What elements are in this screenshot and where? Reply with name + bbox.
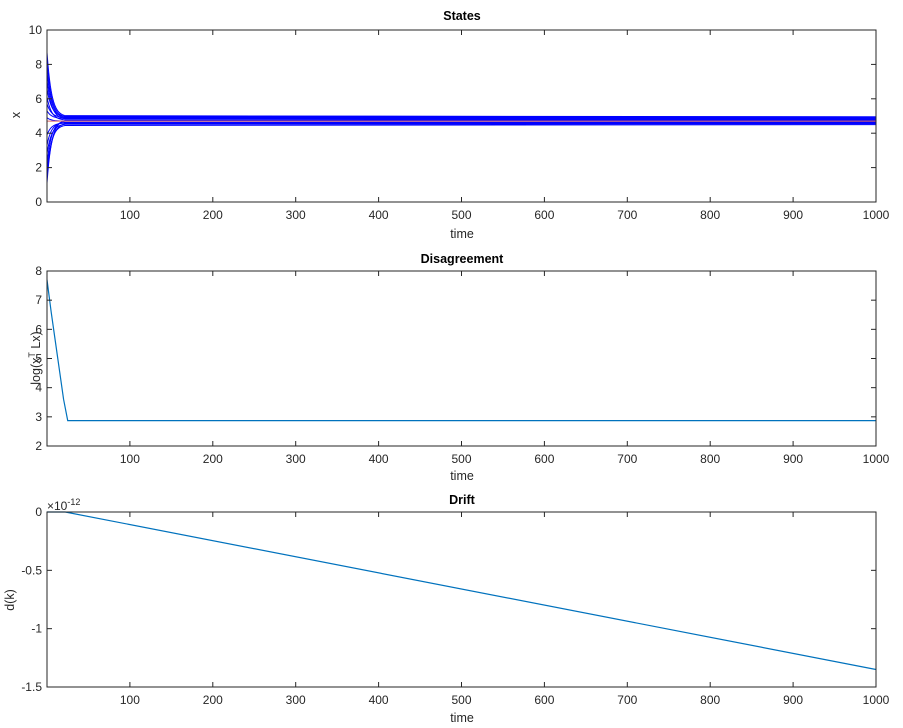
states-xtick-label: 300 bbox=[286, 208, 306, 222]
states-xtick-label: 800 bbox=[700, 208, 720, 222]
disagreement-xtick-label: 700 bbox=[617, 452, 637, 466]
states-line bbox=[46, 110, 877, 120]
drift-xtick-label: 1000 bbox=[863, 693, 890, 707]
disagreement-ytick-label: 2 bbox=[35, 439, 42, 453]
disagreement-ytick-label: 6 bbox=[35, 322, 42, 336]
drift-ytick-label: -1.5 bbox=[21, 680, 42, 694]
disagreement-frame bbox=[46, 270, 877, 447]
drift-xtick-label: 900 bbox=[783, 693, 803, 707]
states-series bbox=[46, 52, 877, 184]
drift-series bbox=[47, 511, 877, 671]
disagreement-ytick-label: 5 bbox=[35, 352, 42, 366]
disagreement-xtick-label: 300 bbox=[286, 452, 306, 466]
states-ytick-label: 2 bbox=[35, 161, 42, 175]
disagreement-line bbox=[46, 279, 876, 422]
states-xtick-label: 600 bbox=[534, 208, 554, 222]
states-line bbox=[46, 79, 877, 120]
drift-axes: Drift 100 200 300 400 500 600 700 800 900 1000 0 -… bbox=[3, 493, 890, 725]
disagreement-xtick-label: 400 bbox=[369, 452, 389, 466]
states-ytick-label: 10 bbox=[29, 23, 43, 37]
states-xtick-label: 500 bbox=[451, 208, 471, 222]
drift-frame bbox=[46, 511, 877, 688]
states-xlabel: time bbox=[450, 227, 474, 241]
disagreement-xtick-label: 600 bbox=[534, 452, 554, 466]
states-line bbox=[46, 123, 877, 154]
drift-ytick-label: -1 bbox=[31, 622, 42, 636]
states-ylabel: x bbox=[9, 111, 23, 118]
disagreement-ytick-label: 7 bbox=[35, 293, 42, 307]
disagreement-ytick-label: 4 bbox=[35, 381, 42, 395]
states-xtick-label: 100 bbox=[120, 208, 140, 222]
drift-xticks: 100 200 300 400 500 600 700 800 900 1000 bbox=[120, 512, 890, 707]
states-axes: States 100 200 300 400 500 600 700 800 900 1000 0… bbox=[9, 9, 890, 241]
states-ytick-label: 8 bbox=[35, 57, 42, 71]
disagreement-title: Disagreement bbox=[421, 252, 505, 266]
states-ytick-label: 6 bbox=[35, 92, 42, 106]
drift-xtick-label: 700 bbox=[617, 693, 637, 707]
drift-ytick-label: -0.5 bbox=[21, 563, 42, 577]
states-ytick-label: 0 bbox=[35, 195, 42, 209]
states-xticks: 100 200 300 400 500 600 700 800 900 1000 bbox=[120, 30, 890, 222]
disagreement-xtick-label: 900 bbox=[783, 452, 803, 466]
states-line bbox=[46, 88, 877, 118]
drift-xtick-label: 800 bbox=[700, 693, 720, 707]
drift-exponent-label: ×10-12 bbox=[47, 497, 80, 513]
drift-xtick-label: 500 bbox=[451, 693, 471, 707]
states-line bbox=[46, 124, 877, 172]
states-xtick-label: 400 bbox=[369, 208, 389, 222]
drift-xtick-label: 400 bbox=[369, 693, 389, 707]
disagreement-ytick-label: 3 bbox=[35, 410, 42, 424]
drift-line bbox=[47, 511, 877, 671]
states-title: States bbox=[443, 9, 481, 23]
drift-xlabel: time bbox=[450, 711, 474, 725]
states-yticks: 0 2 4 6 8 10 bbox=[29, 23, 876, 209]
states-xtick-label: 900 bbox=[783, 208, 803, 222]
drift-yticks: 0 -0.5 -1 -1.5 bbox=[21, 505, 876, 694]
disagreement-xlabel: time bbox=[450, 469, 474, 483]
states-xtick-label: 200 bbox=[203, 208, 223, 222]
drift-title: Drift bbox=[449, 493, 476, 507]
drift-xtick-label: 200 bbox=[203, 693, 223, 707]
disagreement-axes: Disagreement 100 200 300 400 500 600 700 800 900… bbox=[27, 252, 890, 483]
states-ytick-label: 4 bbox=[35, 126, 42, 140]
states-xtick-label: 700 bbox=[617, 208, 637, 222]
disagreement-xtick-label: 800 bbox=[700, 452, 720, 466]
disagreement-xtick-label: 200 bbox=[203, 452, 223, 466]
disagreement-xticks: 100 200 300 400 500 600 700 800 900 1000 bbox=[120, 271, 890, 466]
states-line bbox=[46, 62, 877, 119]
states-line bbox=[46, 52, 877, 118]
disagreement-series bbox=[46, 279, 876, 422]
disagreement-ylabel: log(xT Lx) bbox=[27, 331, 43, 384]
states-line bbox=[46, 122, 877, 178]
disagreement-ytick-label: 8 bbox=[35, 264, 42, 278]
states-line bbox=[46, 103, 877, 119]
drift-xtick-label: 300 bbox=[286, 693, 306, 707]
drift-xtick-label: 600 bbox=[534, 693, 554, 707]
drift-xtick-label: 100 bbox=[120, 693, 140, 707]
disagreement-yticks: 2 3 4 5 6 7 8 bbox=[35, 264, 876, 453]
disagreement-xtick-label: 500 bbox=[451, 452, 471, 466]
states-line bbox=[46, 119, 877, 165]
states-line bbox=[46, 118, 877, 184]
disagreement-xtick-label: 1000 bbox=[863, 452, 890, 466]
drift-ylabel: d(k) bbox=[3, 589, 17, 611]
disagreement-xtick-label: 100 bbox=[120, 452, 140, 466]
states-xtick-label: 1000 bbox=[863, 208, 890, 222]
states-line bbox=[46, 71, 877, 120]
drift-ytick-label: 0 bbox=[35, 505, 42, 519]
